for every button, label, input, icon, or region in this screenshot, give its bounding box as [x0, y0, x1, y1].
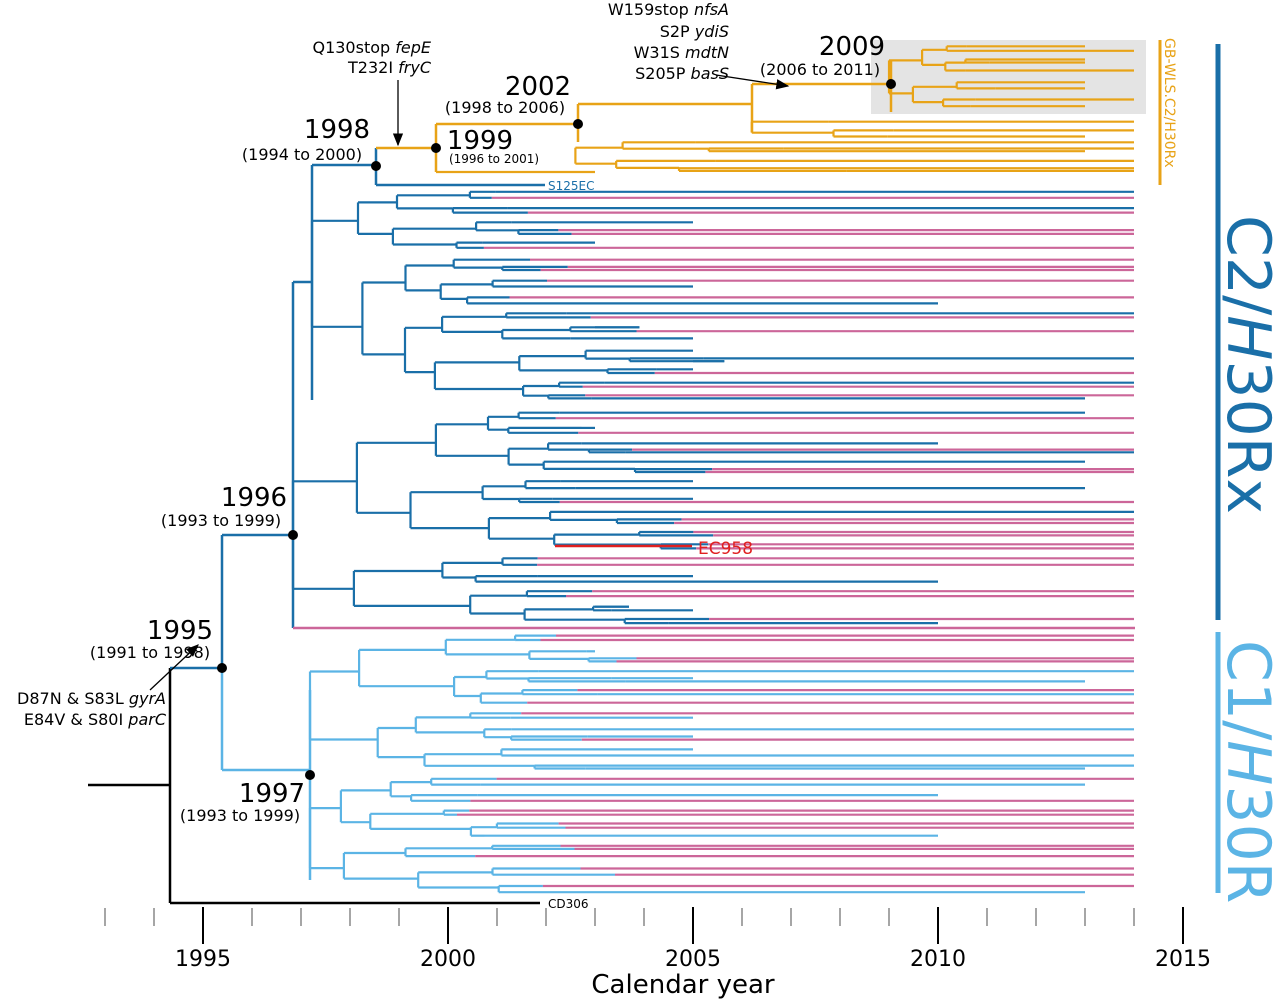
- node-1998-dot: [371, 161, 381, 171]
- mutation-annotations: W159stop nfsA S2P ydiS W31S mdtN S205P b…: [17, 0, 729, 729]
- node-2009-range: (2006 to 2011): [760, 60, 880, 79]
- node-1997-range: (1993 to 1999): [180, 806, 300, 825]
- node-2009-dot: [886, 79, 896, 89]
- tree-branches: [291, 45, 1134, 894]
- node-2002-range: (1998 to 2006): [445, 98, 565, 117]
- tick-label-2000: 2000: [420, 947, 476, 972]
- node-1998-year: 1998: [304, 115, 370, 145]
- tick-label-1995: 1995: [175, 947, 231, 972]
- time-axis: [104, 907, 1184, 944]
- node-1996-year: 1996: [221, 483, 287, 513]
- node-1995-dot: [217, 663, 227, 673]
- gb-clade-label: GB-WLS.C2/H30Rx: [1161, 38, 1177, 168]
- root-mutation-2: E84V & S80I parC: [24, 710, 167, 729]
- axis-title: Calendar year: [591, 970, 774, 999]
- node-1996-range: (1993 to 1999): [161, 511, 281, 530]
- taxon-s125ec: S125EC: [548, 179, 594, 193]
- annotation-arrows: [149, 74, 790, 691]
- clade-bars: [1158, 40, 1221, 893]
- gb-arrow: [715, 74, 790, 90]
- node-2002-year: 2002: [505, 72, 571, 102]
- node-2009-year: 2009: [819, 32, 885, 62]
- c2-mutation-1: Q130stop fepE: [312, 38, 431, 57]
- node-dots: [217, 79, 896, 780]
- node-1997-dot: [305, 770, 315, 780]
- axis-tick-labels: 1995 2000 2005 2010 2015: [175, 947, 1211, 972]
- taxon-cd306: CD306: [548, 897, 589, 911]
- gb-mutation-2: S2P ydiS: [660, 22, 729, 41]
- node-1996-dot: [288, 530, 298, 540]
- taxon-ec958: EC958: [698, 539, 753, 559]
- gb-mutation-4: S205P basS: [635, 64, 729, 83]
- gb-mutation-3: W31S mdtN: [634, 43, 729, 62]
- root-arrow: [149, 644, 199, 691]
- node-1999-dot: [431, 143, 441, 153]
- node-1999-year: 1999: [447, 126, 513, 156]
- node-1995-year: 1995: [147, 616, 213, 646]
- gb-mutation-1: W159stop nfsA: [608, 0, 729, 19]
- node-1995-range: (1991 to 1998): [90, 643, 210, 662]
- c2-clade-label: C2/H30Rx: [1213, 215, 1280, 514]
- c2-mutation-2: T232I fryC: [347, 58, 432, 77]
- node-1999-range: (1996 to 2001): [449, 152, 539, 166]
- c1-clade-label: C1/H30R: [1213, 640, 1280, 903]
- node-1998-range: (1994 to 2000): [242, 145, 362, 164]
- tick-label-2010: 2010: [910, 947, 966, 972]
- root-branches: [88, 668, 540, 905]
- root-mutation-1: D87N & S83L gyrA: [17, 689, 166, 708]
- node-1997-year: 1997: [239, 779, 305, 809]
- tick-label-2015: 2015: [1155, 947, 1211, 972]
- backbone-branches: [170, 60, 1135, 880]
- node-labels: 1998 (1994 to 2000) 1999 (1996 to 2001) …: [90, 32, 885, 825]
- tick-label-2005: 2005: [665, 947, 721, 972]
- node-2002-dot: [573, 119, 583, 129]
